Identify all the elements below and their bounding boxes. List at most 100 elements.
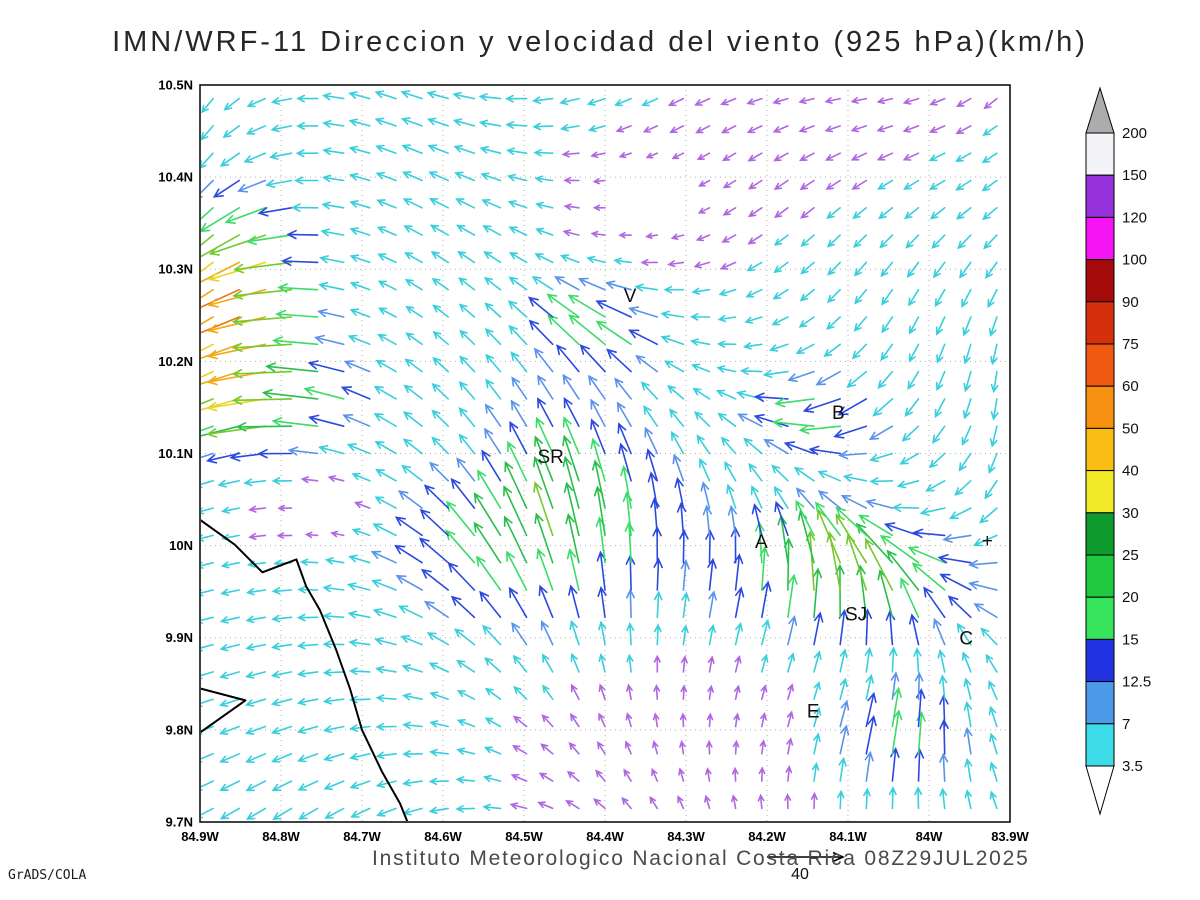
x-tick-label: 83.9W [991, 829, 1029, 844]
wind-arrow [853, 234, 868, 249]
wind-arrow [695, 234, 711, 242]
wind-arrow [937, 554, 972, 564]
wind-arrow [508, 251, 528, 264]
y-tick-label: 9.7N [166, 815, 193, 830]
wind-arrow [404, 278, 423, 291]
wind-arrow [218, 698, 240, 707]
y-tick-label: 10.1N [158, 446, 193, 461]
wind-arrow [201, 97, 214, 114]
wind-arrow [479, 146, 502, 154]
wind-arrow [243, 478, 267, 487]
colorbar-tick-label: 200 [1122, 125, 1147, 142]
wind-arrow [452, 118, 476, 127]
wind-arrow [795, 499, 815, 537]
wind-arrow [719, 261, 737, 270]
wind-arrow [322, 725, 345, 733]
wind-arrow [511, 744, 528, 755]
wind-arrow [731, 766, 739, 782]
wind-arrow [787, 573, 798, 619]
wind-arrow [297, 753, 319, 763]
wind-arrow [845, 533, 868, 591]
wind-arrow [681, 591, 690, 619]
wind-arrow [272, 807, 293, 821]
wind-arrow [645, 152, 659, 159]
wind-arrow [964, 757, 973, 782]
wind-arrow [484, 427, 502, 455]
wind-arrow [914, 786, 923, 810]
colorbar-tick-label: 100 [1122, 252, 1147, 269]
wind-arrow [653, 684, 661, 700]
wind-arrow [721, 234, 737, 243]
wind-arrow [431, 409, 449, 427]
wind-arrow [955, 152, 972, 162]
wind-arrow [850, 97, 868, 104]
wind-arrow [800, 234, 815, 247]
wind-arrow [568, 314, 606, 346]
wind-arrow [618, 442, 632, 482]
wind-arrow [485, 353, 502, 373]
wind-arrow [205, 452, 240, 464]
wind-arrow [988, 316, 998, 337]
wind-arrow [677, 795, 685, 810]
wind-arrow [742, 342, 763, 350]
wind-arrow [271, 477, 293, 485]
wind-arrow [257, 448, 293, 459]
wind-arrow [231, 368, 293, 379]
wind-arrow [748, 179, 763, 190]
wind-arrow [771, 316, 789, 326]
wind-arrow [827, 261, 841, 276]
wind-arrow [793, 466, 815, 482]
wind-arrow [323, 780, 345, 790]
wind-arrow [431, 382, 449, 400]
wind-arrow [981, 179, 998, 192]
wind-arrow [504, 94, 528, 103]
wind-arrow [546, 293, 580, 318]
wind-arrow [939, 573, 972, 591]
wind-arrow [201, 261, 214, 273]
wind-arrow [773, 207, 789, 219]
colorbar-tick-label: 50 [1122, 420, 1139, 437]
wind-arrow [401, 664, 423, 673]
wind-arrow [447, 561, 476, 591]
wind-arrow [880, 343, 894, 362]
wind-arrow [322, 696, 345, 705]
wind-arrow [265, 179, 293, 188]
wind-arrow [680, 684, 688, 700]
wind-arrow [420, 568, 449, 591]
wind-arrow [721, 152, 737, 162]
plot-border [199, 84, 1011, 823]
wind-arrow [598, 652, 606, 673]
wind-arrow [592, 204, 606, 211]
wind-arrow [330, 530, 345, 538]
wind-arrow [598, 620, 607, 646]
wind-arrow [374, 496, 397, 509]
wind-arrow [816, 508, 841, 564]
wind-arrow [318, 444, 345, 455]
wind-arrow [245, 588, 267, 596]
wind-arrow [445, 529, 476, 564]
wind-arrow [201, 753, 214, 763]
wind-arrow [430, 251, 449, 264]
wind-arrow [403, 225, 423, 236]
wind-arrow [403, 384, 423, 400]
wind-arrow [653, 590, 663, 619]
colorbar-segment [1085, 427, 1115, 472]
wind-arrow [270, 97, 293, 105]
wind-arrow [981, 152, 998, 164]
wind-arrow [562, 455, 580, 509]
wind-arrow [734, 654, 742, 673]
wind-arrow [511, 376, 528, 400]
wind-arrow [984, 480, 998, 500]
page-title: IMN/WRF-11 Direccion y velocidad del vie… [112, 26, 1088, 58]
wind-arrow [201, 507, 214, 515]
wind-arrow [718, 288, 737, 297]
wind-arrow [811, 761, 820, 782]
wind-arrow [271, 417, 319, 427]
wind-arrow [980, 627, 998, 646]
wind-arrow [269, 152, 293, 160]
wind-arrow [376, 199, 397, 209]
wind-arrow [989, 732, 998, 755]
wind-arrow [717, 412, 737, 427]
colorbar-segment [1085, 259, 1115, 303]
wind-arrow [450, 477, 476, 509]
